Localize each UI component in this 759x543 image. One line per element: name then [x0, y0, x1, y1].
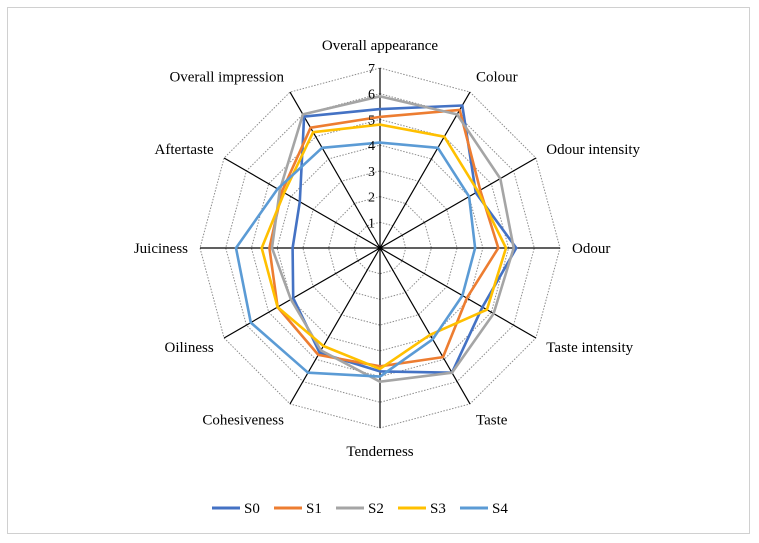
axis-spoke: [379, 91, 471, 249]
legend: S0 S1 S2 S3 S4: [212, 501, 508, 517]
legend-label-s1: S1: [306, 501, 322, 517]
tick-label: 3: [368, 165, 375, 180]
axis-spoke: [223, 157, 381, 249]
category-label: Colour: [476, 70, 518, 86]
category-label: Taste: [476, 413, 508, 429]
legend-label-s4: S4: [492, 501, 508, 517]
category-label: Cohesiveness: [202, 413, 284, 429]
category-label: Aftertaste: [155, 142, 214, 158]
tick-label: 5: [368, 113, 375, 128]
series-layer: [234, 95, 518, 384]
category-label: Overall impression: [169, 70, 284, 86]
category-label: Odour: [572, 241, 610, 257]
series-s4-line: [234, 141, 477, 378]
axis-spoke: [379, 247, 471, 405]
category-label: Overall appearance: [322, 38, 439, 54]
tick-label: 4: [368, 139, 375, 154]
tick-label: 1: [368, 216, 375, 231]
legend-label-s3: S3: [430, 501, 446, 517]
category-label: Juiciness: [134, 241, 188, 257]
tick-label: 2: [368, 191, 375, 206]
category-label: Taste intensity: [546, 340, 633, 356]
category-label: Oiliness: [165, 340, 214, 356]
chart-frame: [7, 7, 750, 534]
series-s2-line: [270, 95, 516, 384]
category-label: Tenderness: [346, 444, 413, 460]
legend-label-s0: S0: [244, 501, 260, 517]
series-s3-line: [260, 123, 508, 371]
series-s1-line: [268, 108, 500, 368]
label-layer: 1 2 3 4 5 6 7 Overall appearance Colour Odour int…: [134, 38, 641, 460]
tick-label: 6: [368, 88, 375, 103]
legend-label-s2: S2: [368, 501, 384, 517]
grid-layer: [199, 67, 561, 429]
series-s0-line: [291, 104, 518, 375]
axis-spoke: [289, 247, 381, 405]
tick-label: 7: [368, 62, 375, 77]
category-label: Odour intensity: [546, 142, 640, 158]
axis-spoke: [379, 247, 537, 339]
axis-spoke: [379, 157, 537, 249]
